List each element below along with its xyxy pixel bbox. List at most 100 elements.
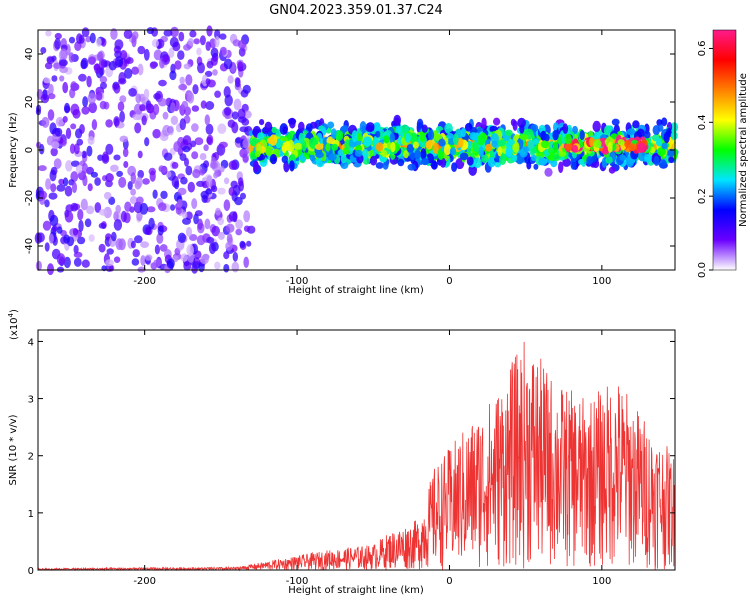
spectrogram-blob	[499, 154, 507, 165]
spectrogram-blob	[111, 231, 117, 242]
spectrogram-blob	[119, 50, 128, 60]
spectrogram-blob	[78, 73, 87, 82]
spectrogram-blob	[224, 106, 232, 116]
snr-frame	[37, 329, 676, 571]
spectrogram-blob	[59, 75, 65, 82]
spectrogram-blob	[151, 39, 159, 48]
snr-panel: -200 -100 0 100 0 1 2 3 4 Height of straight li…	[7, 309, 676, 596]
spectrogram-blob	[169, 36, 179, 48]
spectrogram-blob	[287, 118, 297, 125]
spectrogram-blob	[77, 209, 84, 221]
spectrogram-blob	[223, 251, 230, 260]
spectrogram-blob	[562, 157, 571, 167]
spectrogram-blob	[246, 240, 252, 247]
spectrogram-blob	[512, 141, 520, 153]
spectrogram-blob	[540, 140, 550, 149]
spectrogram-blob	[198, 169, 206, 176]
spectrogram-blob	[552, 130, 559, 141]
spectrogram-blob	[444, 122, 453, 134]
spectrogram-blob	[403, 150, 409, 159]
spectrogram-blob	[99, 76, 108, 84]
spectrogram-blob	[64, 211, 74, 223]
spectrogram-blob	[42, 220, 52, 231]
spectrogram-blob	[259, 119, 265, 126]
spectrogram-blob	[235, 137, 242, 144]
spectrogram-blob	[72, 228, 79, 236]
spectrogram-blob	[205, 78, 211, 85]
spectrogram-blob	[88, 234, 95, 242]
spectrogram-blob	[493, 117, 501, 126]
spectrogram-blob	[147, 103, 155, 114]
spectrogram-blob	[54, 38, 61, 50]
spectrogram-blob	[208, 242, 216, 255]
spectrogram-blob	[205, 41, 211, 51]
spectrogram-blob	[487, 156, 496, 168]
spectrogram-blob	[485, 143, 493, 152]
spectrogram-blob	[607, 141, 613, 153]
spectrogram-blob	[160, 190, 168, 200]
spectrogram-blob	[64, 185, 73, 197]
spectrogram-blob	[269, 154, 278, 165]
spectrogram-blob	[644, 131, 651, 139]
spectrogram-blob	[427, 129, 435, 141]
spectrogram-blob	[214, 36, 220, 48]
spectrogram-blob	[549, 151, 555, 162]
spectrogram-blob	[375, 162, 384, 169]
spectrogram-blob	[628, 143, 637, 151]
spectrogram-blob	[113, 256, 121, 264]
spectrogram-blob	[87, 92, 97, 104]
spectrogram-blob	[137, 63, 144, 76]
spectrogram-blob	[211, 185, 218, 193]
spectrogram-blob	[191, 105, 200, 112]
spectrogram-blob	[76, 33, 83, 44]
spectrogram-blob	[106, 248, 114, 255]
spectrogram-blob	[204, 218, 211, 230]
spectrogram-blob	[410, 132, 418, 145]
spectrogram-blob	[170, 102, 176, 113]
spectrogram-blob	[88, 102, 97, 114]
spectrogram-blob	[78, 220, 84, 232]
spectrogram-blob	[404, 133, 411, 143]
spectrogram-blob	[390, 141, 396, 153]
snr-y-ticks: 0 1 2 3 4	[28, 337, 675, 577]
spectrogram-blob	[110, 28, 118, 40]
spectrogram-blob	[237, 108, 246, 120]
spectrogram-blob	[180, 176, 188, 185]
colorbar-tick-label: 0.6	[697, 41, 708, 57]
spectrogram-blob	[458, 137, 464, 148]
spectrogram-blob	[186, 142, 193, 151]
spectrogram-blob	[217, 231, 225, 240]
spectrogram-blob	[82, 174, 88, 187]
spectrogram-blob	[132, 31, 139, 40]
spectrogram-blob	[481, 154, 489, 163]
spectrogram-x-tick-label: -200	[133, 276, 156, 287]
spectrogram-blob	[226, 233, 233, 244]
snr-scale-suffix: )	[9, 309, 20, 313]
spectrogram-blob	[132, 249, 140, 258]
spectrogram-blob	[135, 93, 142, 104]
spectrogram-blob	[191, 198, 198, 210]
spectrogram-blob	[238, 47, 246, 57]
spectrogram-y-tick-label: 20	[24, 96, 35, 109]
spectrogram-blob	[206, 60, 214, 69]
spectrogram-blob	[314, 143, 324, 150]
spectrogram-blob	[142, 178, 150, 185]
spectrogram-blob	[223, 199, 231, 211]
snr-scale-label: (x104)	[7, 309, 20, 340]
spectrogram-blob	[438, 138, 446, 147]
spectrogram-blob	[655, 138, 663, 147]
spectrogram-blob	[36, 104, 42, 113]
spectrogram-blob	[206, 236, 215, 244]
spectrogram-blob	[108, 60, 117, 71]
spectrogram-blob	[564, 143, 573, 151]
spectrogram-blob	[478, 146, 484, 157]
spectrogram-blob	[85, 35, 91, 43]
spectrogram-blob	[197, 218, 203, 230]
spectrogram-blob	[87, 183, 93, 192]
snr-scale-prefix: (x10	[9, 317, 20, 340]
spectrogram-blob	[153, 103, 160, 116]
spectrogram-blob	[53, 158, 62, 170]
spectrogram-blob	[328, 153, 337, 161]
spectrogram-blob	[50, 183, 57, 193]
